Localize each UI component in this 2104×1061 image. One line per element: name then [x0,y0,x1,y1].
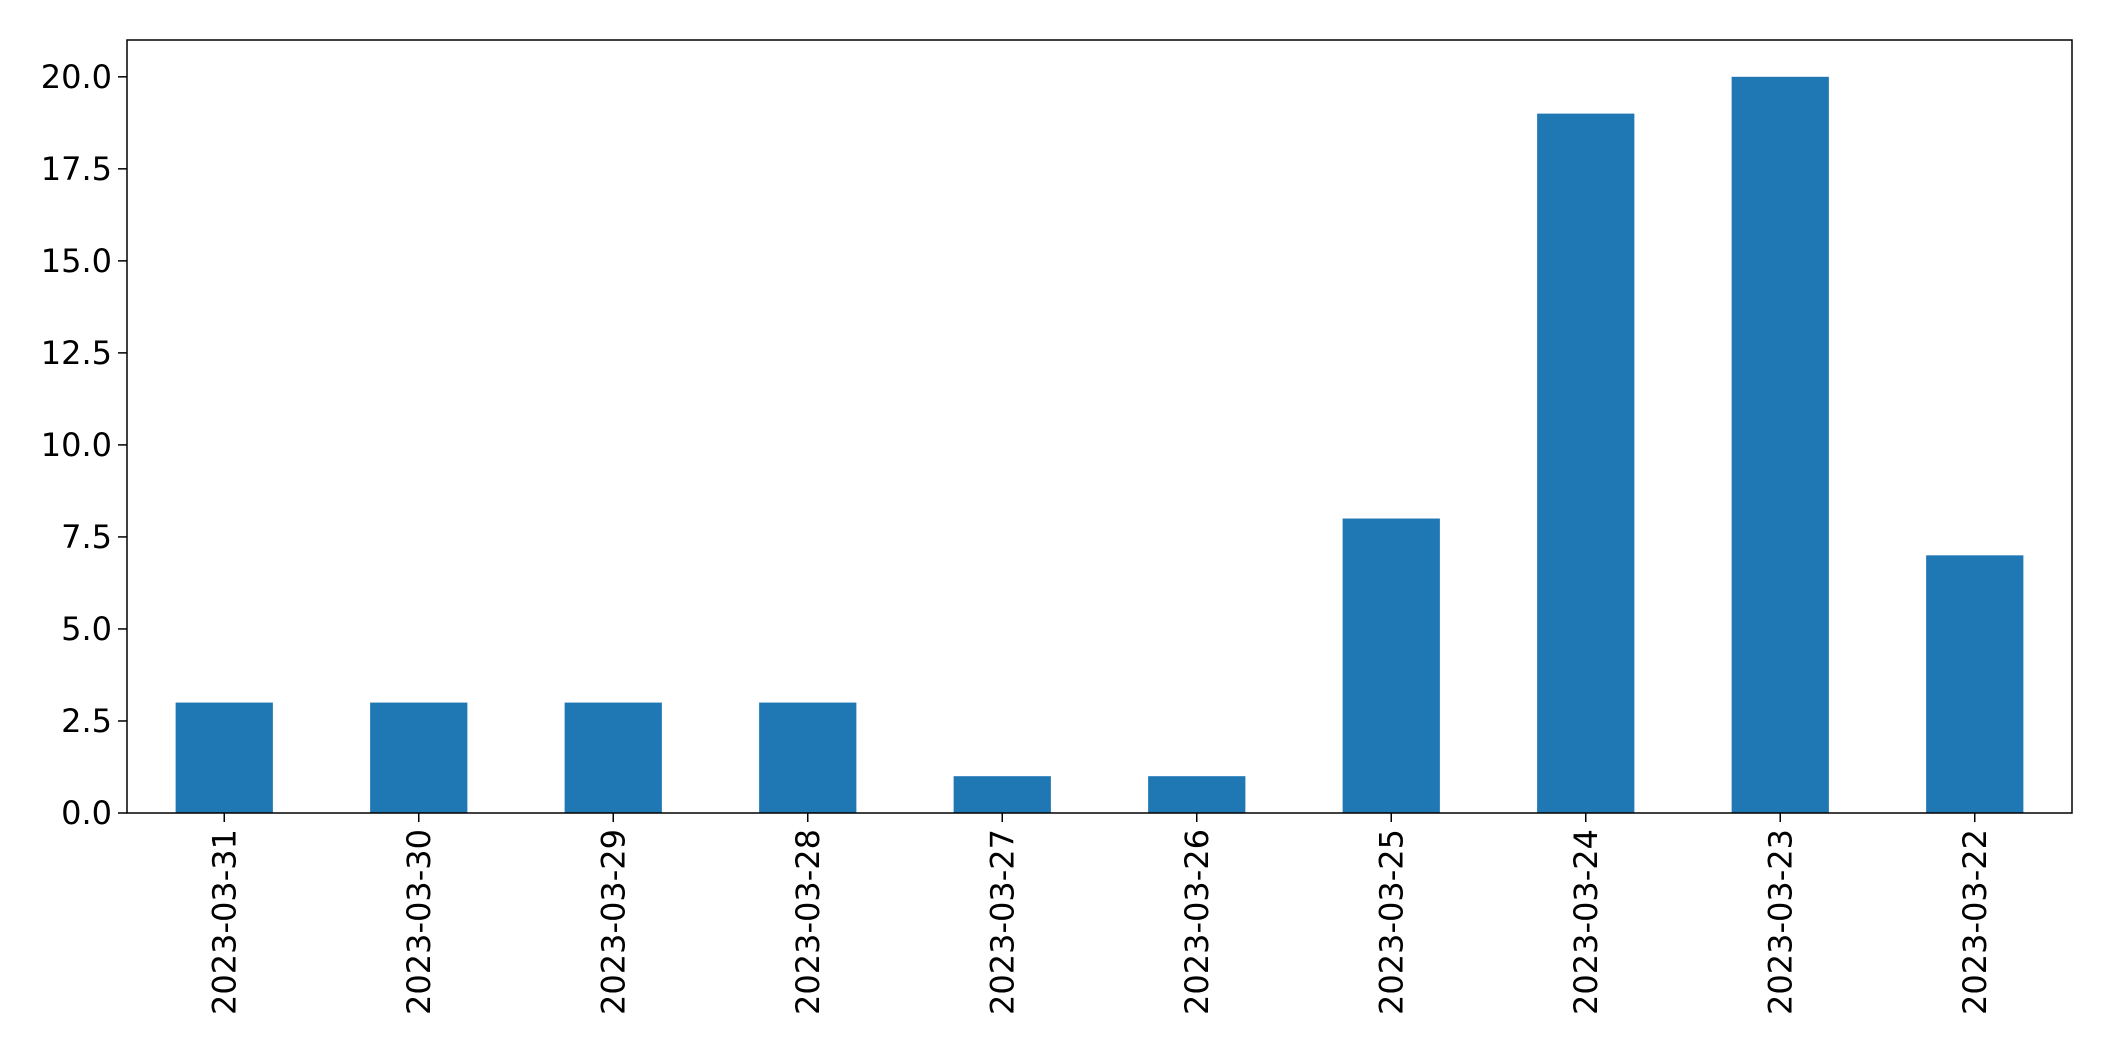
bar-2023-03-29 [564,702,662,813]
bar-2023-03-25 [1342,518,1440,813]
y-tick-label: 10.0 [41,426,112,464]
bar-2023-03-27 [953,776,1051,813]
y-tick-label: 0.0 [61,794,112,832]
bar-2023-03-22 [1926,555,2024,813]
plot-frame [126,39,2073,814]
bar-2023-03-28 [759,702,857,813]
y-tick-label: 12.5 [41,334,112,372]
x-axis: 2023-03-31 2023-03-30 2023-03-29 2023-03-28… [205,813,1994,1015]
bar-2023-03-31 [175,702,273,813]
x-tick-label: 2023-03-24 [1567,829,1605,1015]
y-tick-label: 17.5 [41,150,112,188]
x-tick-label: 2023-03-23 [1761,829,1799,1015]
bar-2023-03-24 [1537,113,1635,814]
bar-2023-03-26 [1148,776,1246,813]
y-tick-label: 2.5 [61,702,112,740]
x-tick-label: 2023-03-30 [400,829,438,1015]
y-axis: 0.0 2.5 5.0 7.5 10.0 12.5 15.0 17.5 20.0 [41,58,127,832]
y-tick-label: 7.5 [61,518,112,556]
y-tick-label: 5.0 [61,610,112,648]
x-tick-label: 2023-03-27 [983,829,1021,1015]
bars-layer [175,76,2024,814]
x-tick-label: 2023-03-25 [1372,829,1410,1015]
x-tick-label: 2023-03-22 [1956,829,1994,1015]
x-tick-label: 2023-03-29 [594,829,632,1015]
bar-2023-03-30 [370,702,468,813]
x-tick-label: 2023-03-28 [789,829,827,1015]
y-tick-label: 20.0 [41,58,112,96]
y-tick-label: 15.0 [41,242,112,280]
x-tick-label: 2023-03-31 [205,829,243,1015]
bar-2023-03-23 [1731,76,1829,814]
x-tick-label: 2023-03-26 [1178,829,1216,1015]
